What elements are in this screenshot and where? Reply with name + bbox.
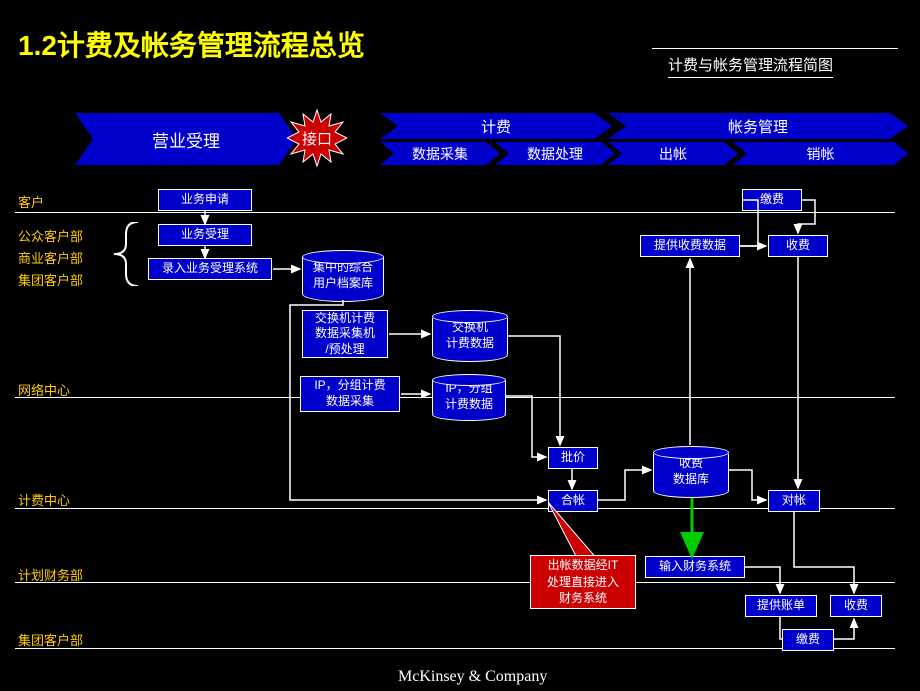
callout-box: 出帐数据经IT 处理直接进入 财务系统 [530,555,636,609]
box-enter-sys: 录入业务受理系统 [148,258,272,280]
row-group-dept: 集团客户部 [18,270,83,289]
cyl-central-db: 集中的综合 用户档案库 [302,252,384,298]
phase-data-collect: 数据采集 [380,142,500,165]
box-pay-fee: 缴费 [742,189,802,211]
phase-write-off: 销帐 [733,142,908,165]
phase-accept: 营业受理 [75,113,297,165]
box-provide-fee-data: 提供收费数据 [640,235,740,257]
box-collect-fee2: 收费 [830,595,882,617]
box-pricing: 批价 [548,447,598,469]
subtitle-overline [652,48,898,49]
box-switch-collect: 交换机计费 数据采集机 /预处理 [302,310,388,358]
row-group-cust: 集团客户部 [18,630,83,649]
phase-acct-mgmt: 帐务管理 [608,113,908,139]
box-recon: 对帐 [768,490,820,512]
cyl-fee-db: 收费 数据库 [653,448,729,494]
row-billing-center: 计费中心 [18,490,70,509]
row-customer: 客户 [18,192,44,211]
subtitle: 计费与帐务管理流程简图 [668,54,833,78]
box-biz-accept: 业务受理 [158,224,252,246]
interface-burst: 接口 [287,108,347,168]
box-ip-collect: IP，分组计费 数据采集 [300,376,400,412]
page-title: 1.2计费及帐务管理流程总览 [18,24,365,64]
phase-out-acct: 出帐 [608,142,738,165]
divider-5 [15,582,895,583]
divider-4 [15,508,895,509]
box-collect-fee: 收费 [768,235,828,257]
phase-billing: 计费 [380,113,612,139]
row-biz-dept: 商业客户部 [18,248,83,267]
footer-brand: McKinsey & Company [398,668,547,686]
cyl-ip-data: IP，分组 计费数据 [432,376,506,418]
row-public-dept: 公众客户部 [18,226,83,245]
divider-1 [15,212,895,213]
box-biz-apply: 业务申请 [158,189,252,211]
phase-data-process: 数据处理 [495,142,615,165]
box-pay-fee2: 缴费 [782,629,834,651]
dept-bracket [98,222,148,286]
box-provide-bill: 提供账单 [745,595,817,617]
cyl-switch-data: 交换机 计费数据 [432,312,508,358]
divider-6 [15,648,895,649]
